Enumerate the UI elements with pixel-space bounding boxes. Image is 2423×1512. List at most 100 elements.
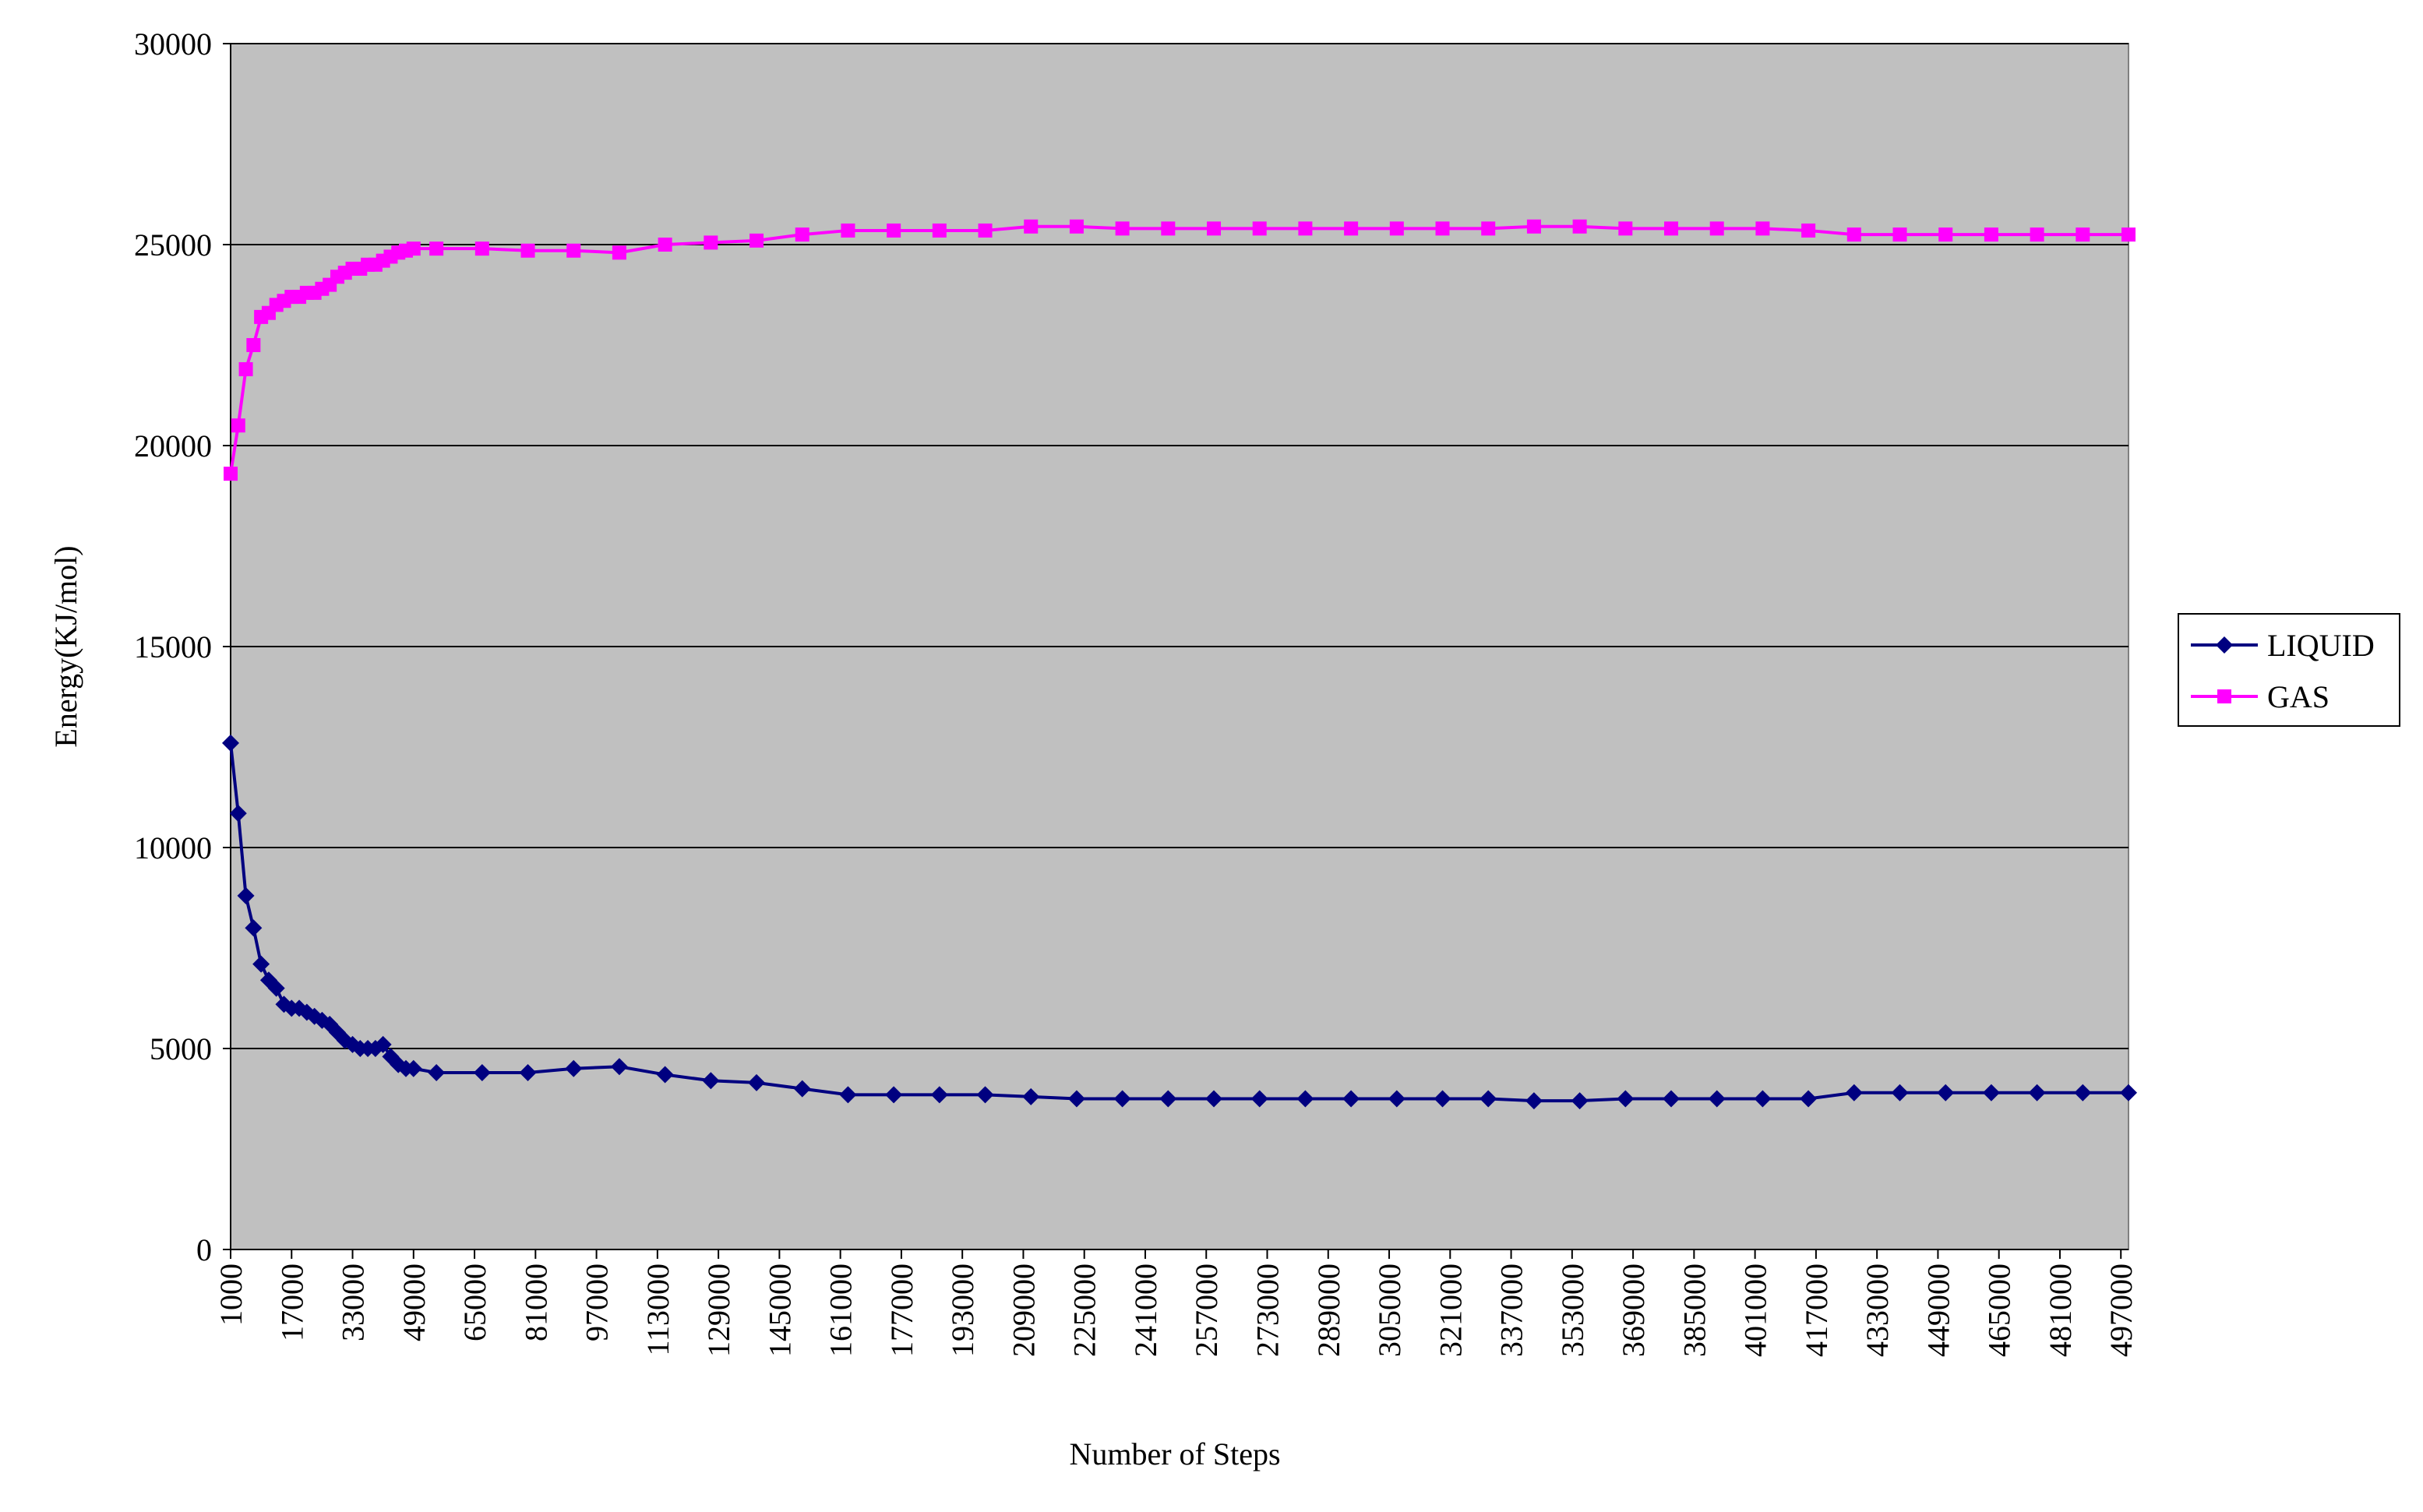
- x-tick-label: 497000: [2104, 1264, 2139, 1357]
- marker: [656, 1066, 674, 1084]
- x-tick-label: 481000: [2043, 1264, 2078, 1357]
- marker: [1571, 1092, 1589, 1110]
- x-tick-label: 273000: [1250, 1264, 1286, 1357]
- x-tick-label: 17000: [274, 1264, 309, 1341]
- x-tick-label: 161000: [824, 1264, 859, 1357]
- x-tick-label: 465000: [1982, 1264, 2017, 1357]
- marker: [1435, 221, 1450, 236]
- y-tick-label: 30000: [134, 26, 212, 62]
- marker: [976, 1086, 994, 1104]
- marker: [374, 1035, 392, 1053]
- y-tick-label: 15000: [134, 629, 212, 664]
- legend-label: LIQUID: [2267, 628, 2375, 663]
- x-tick-label: 369000: [1616, 1264, 1651, 1357]
- marker: [1617, 1090, 1635, 1108]
- marker: [1389, 221, 1404, 236]
- legend-label: GAS: [2267, 679, 2330, 714]
- marker: [1708, 1090, 1726, 1108]
- marker: [978, 223, 993, 238]
- marker: [1572, 219, 1587, 234]
- marker: [246, 338, 261, 352]
- x-tick-label: 65000: [457, 1264, 492, 1341]
- x-tick-label: 225000: [1067, 1264, 1102, 1357]
- x-tick-label: 433000: [1860, 1264, 1895, 1357]
- marker: [1618, 221, 1633, 236]
- marker: [1937, 1084, 1955, 1101]
- y-tick-label: 5000: [150, 1031, 212, 1066]
- x-tick-label: 305000: [1372, 1264, 1407, 1357]
- x-tick-label: 337000: [1494, 1264, 1529, 1357]
- y-tick-label: 10000: [134, 830, 212, 865]
- marker: [1024, 219, 1039, 234]
- marker: [2076, 227, 2090, 242]
- marker: [1252, 221, 1267, 236]
- marker: [224, 467, 238, 481]
- marker: [1846, 227, 1861, 242]
- marker: [2120, 1084, 2137, 1101]
- marker: [839, 1086, 857, 1104]
- marker: [1296, 1090, 1314, 1108]
- marker: [612, 245, 626, 260]
- marker: [793, 1080, 811, 1098]
- x-tick-label: 1000: [213, 1264, 249, 1326]
- marker: [229, 805, 247, 823]
- marker: [1664, 221, 1679, 236]
- x-tick-label: 113000: [640, 1264, 675, 1356]
- x-tick-label: 241000: [1128, 1264, 1163, 1357]
- x-axis-title: Number of Steps: [1069, 1436, 1280, 1471]
- marker: [704, 235, 718, 250]
- marker: [1342, 1090, 1360, 1108]
- marker: [1891, 1084, 1909, 1101]
- marker: [1801, 223, 1816, 238]
- marker: [382, 1048, 400, 1066]
- marker: [795, 227, 809, 242]
- x-tick-label: 33000: [336, 1264, 371, 1341]
- marker: [1892, 227, 1907, 242]
- x-tick-label: 449000: [1920, 1264, 1956, 1357]
- marker: [2028, 1084, 2046, 1101]
- y-tick-label: 25000: [134, 227, 212, 263]
- legend: LIQUID GAS: [2178, 613, 2400, 727]
- marker: [1845, 1084, 1863, 1101]
- marker: [2121, 227, 2136, 242]
- marker: [1481, 221, 1496, 236]
- marker: [238, 361, 253, 376]
- marker: [1754, 1090, 1772, 1108]
- marker: [2074, 1084, 2092, 1101]
- x-tick-label: 417000: [1799, 1264, 1834, 1357]
- x-tick-label: 129000: [701, 1264, 736, 1357]
- marker: [1480, 1090, 1497, 1108]
- marker: [1984, 227, 1998, 242]
- marker: [1159, 1090, 1177, 1108]
- marker: [1938, 227, 1953, 242]
- x-tick-label: 289000: [1311, 1264, 1346, 1357]
- x-tick-label: 401000: [1738, 1264, 1773, 1357]
- x-tick-label: 353000: [1555, 1264, 1590, 1357]
- x-tick-label: 321000: [1433, 1264, 1468, 1357]
- marker: [231, 418, 245, 433]
- marker: [930, 1086, 948, 1104]
- marker: [1709, 221, 1724, 236]
- x-tick-label: 193000: [945, 1264, 980, 1357]
- marker: [429, 241, 444, 256]
- marker: [1344, 221, 1359, 236]
- marker: [1022, 1087, 1040, 1105]
- x-tick-label: 177000: [884, 1264, 919, 1357]
- marker: [749, 233, 764, 248]
- marker: [267, 979, 285, 997]
- legend-box: [2178, 613, 2400, 727]
- marker: [1161, 221, 1176, 236]
- marker: [885, 1086, 903, 1104]
- marker: [1250, 1090, 1268, 1108]
- x-tick-label: 49000: [397, 1264, 432, 1341]
- marker: [1298, 221, 1313, 236]
- marker: [887, 223, 901, 238]
- marker: [252, 955, 270, 973]
- marker: [932, 223, 947, 238]
- marker: [1067, 1090, 1085, 1108]
- marker: [1525, 1092, 1543, 1110]
- marker: [2030, 227, 2044, 242]
- marker: [1115, 221, 1130, 236]
- marker: [1663, 1090, 1681, 1108]
